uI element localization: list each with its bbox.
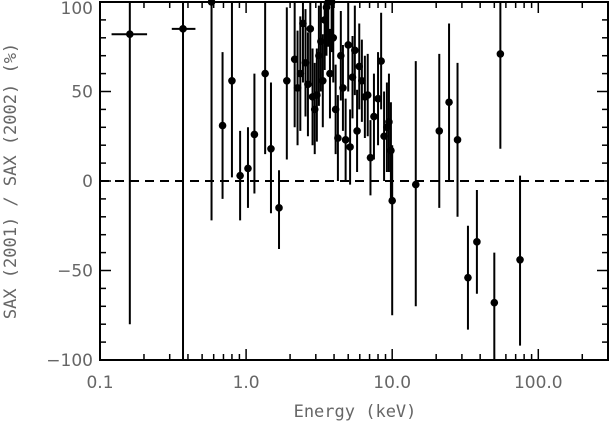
data-point (319, 34, 327, 128)
marker (344, 41, 353, 49)
marker (283, 76, 291, 85)
data-point (111, 2, 148, 325)
data-point (473, 189, 481, 294)
y-tick-label: −50 (57, 262, 93, 282)
marker (126, 30, 134, 39)
marker (363, 91, 372, 99)
data-point (363, 53, 372, 137)
data-point (388, 145, 396, 316)
marker (453, 136, 462, 144)
marker (490, 298, 499, 307)
marker (351, 46, 359, 55)
data-point (334, 95, 342, 181)
data-point (358, 39, 366, 122)
data-point (339, 44, 347, 131)
data-marks (111, 0, 524, 360)
marker (388, 196, 396, 205)
x-tick-label: 10.0 (373, 373, 411, 393)
marker (319, 76, 327, 85)
marker (329, 34, 338, 42)
marker (496, 50, 505, 58)
data-point (370, 73, 378, 160)
data-point (218, 52, 227, 199)
data-point (275, 170, 283, 250)
data-point (344, 2, 353, 92)
y-axis-label: SAX (2001) / SAX (2002) (%) (1, 43, 21, 319)
marker (339, 84, 347, 92)
data-point (207, 0, 216, 221)
marker (179, 25, 187, 33)
marker (341, 136, 350, 144)
data-point (353, 89, 361, 173)
marker (464, 273, 472, 282)
data-point (267, 82, 275, 214)
data-point (366, 120, 375, 196)
x-tick-labels: 0.1 1.0 10.0 100.0 (86, 373, 562, 393)
y-tick-label: 0 (82, 172, 93, 192)
marker (250, 130, 259, 139)
x-tick-label: 100.0 (514, 373, 563, 393)
data-point (346, 109, 354, 185)
x-tick-label: 1.0 (233, 373, 260, 393)
marker (377, 57, 385, 65)
data-point (283, 7, 291, 160)
marker (516, 255, 524, 264)
marker (267, 144, 275, 153)
data-point (445, 23, 453, 181)
data-point (496, 2, 505, 149)
data-point (244, 127, 252, 208)
x-axis-label: Energy (keV) (294, 402, 417, 422)
data-point (453, 62, 462, 217)
marker (275, 204, 283, 212)
data-point (411, 61, 420, 307)
marker (370, 112, 378, 121)
data-point (329, 2, 338, 83)
marker (366, 153, 375, 162)
marker (326, 69, 334, 78)
marker (244, 164, 252, 173)
marker (236, 171, 244, 180)
data-point (236, 130, 244, 221)
marker (445, 98, 453, 107)
marker (435, 127, 444, 135)
axis-ticks (99, 1, 609, 361)
marker (334, 134, 342, 142)
marker (353, 127, 361, 135)
data-point (228, 2, 236, 178)
data-point (326, 28, 334, 119)
y-tick-label: −100 (46, 351, 93, 371)
marker (473, 238, 481, 246)
y-tick-label: 50 (71, 83, 93, 103)
data-point (351, 5, 359, 96)
marker (411, 180, 420, 189)
data-point (377, 12, 385, 110)
data-point (374, 52, 382, 146)
data-point (464, 225, 472, 330)
marker (387, 146, 395, 155)
marker (374, 94, 382, 103)
data-point (250, 73, 259, 194)
marker (306, 25, 315, 33)
data-point (435, 53, 444, 208)
data-point (490, 252, 499, 360)
marker (218, 121, 227, 130)
marker (346, 143, 354, 151)
data-point (516, 175, 524, 346)
marker (261, 69, 269, 78)
data-point (306, 2, 315, 83)
marker (228, 76, 236, 85)
data-point (341, 98, 350, 181)
marker (358, 76, 366, 85)
y-tick-labels: −100 −50 0 50 100 (46, 0, 93, 371)
x-tick-label: 0.1 (86, 373, 113, 393)
data-point (261, 2, 269, 155)
y-tick-label: 100 (61, 0, 93, 19)
